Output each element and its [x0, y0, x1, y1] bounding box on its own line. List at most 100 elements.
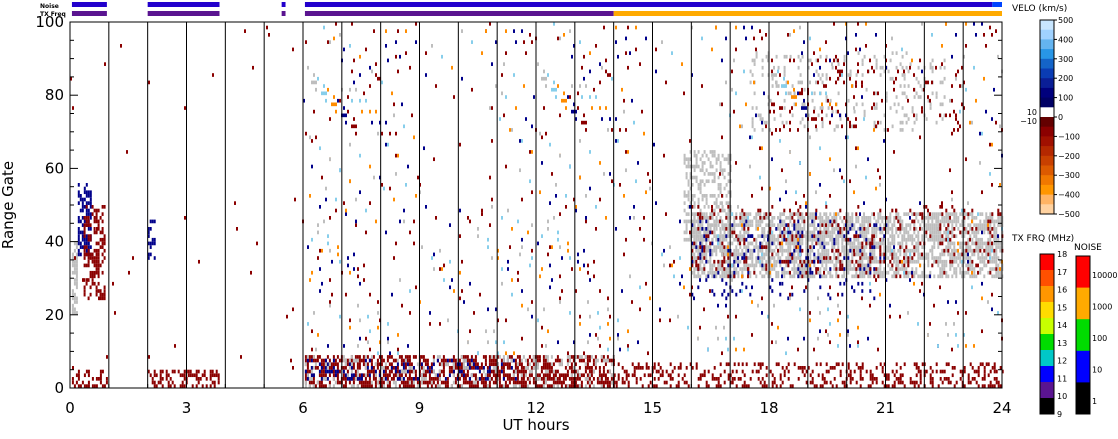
- echo-pixel: [963, 212, 966, 216]
- echo-pixel: [578, 366, 581, 370]
- echo-pixel: [929, 380, 932, 385]
- echo-pixel: [318, 362, 321, 367]
- echo-pixel: [773, 234, 776, 238]
- echo-pixel: [741, 248, 744, 253]
- echo-pixel: [430, 380, 433, 385]
- echo-pixel: [881, 259, 884, 264]
- echo-pixel: [93, 263, 96, 268]
- echo-pixel: [554, 377, 557, 381]
- echo-pixel: [508, 366, 511, 370]
- echo-pixel: [769, 109, 771, 114]
- echo-pixel: [909, 227, 912, 231]
- echo-pixel: [415, 22, 417, 26]
- echo-pixel: [386, 380, 389, 385]
- echo-pixel: [781, 234, 784, 238]
- echo-pixel: [983, 219, 986, 224]
- echo-pixel: [486, 384, 489, 388]
- echo-pixel: [959, 252, 962, 257]
- echo-pixel: [963, 223, 966, 227]
- echo-pixel: [713, 259, 716, 264]
- echo-pixel: [396, 369, 399, 374]
- echo-pixel: [588, 358, 591, 363]
- echo-pixel: [103, 205, 106, 209]
- echo-pixel: [879, 259, 882, 264]
- echo-pixel: [79, 197, 82, 202]
- echo-pixel: [669, 373, 672, 378]
- echo-pixel: [877, 91, 879, 96]
- echo-pixel: [586, 377, 589, 381]
- echo-pixel: [311, 329, 313, 334]
- echo-pixel: [893, 234, 896, 238]
- echo-pixel: [867, 256, 870, 260]
- echo-pixel: [859, 241, 862, 246]
- echo-pixel: [945, 113, 947, 118]
- echo-pixel: [733, 227, 736, 231]
- echo-pixel: [685, 219, 688, 224]
- echo-pixel: [973, 267, 976, 271]
- echo-pixel: [761, 248, 764, 253]
- echo-pixel: [937, 259, 940, 264]
- echo-pixel: [917, 259, 920, 264]
- echo-pixel: [841, 237, 844, 242]
- echo-pixel: [793, 263, 796, 268]
- echo-pixel: [556, 377, 559, 381]
- echo-pixel: [829, 340, 831, 345]
- echo-pixel: [757, 113, 760, 118]
- echo-pixel: [897, 69, 899, 74]
- echo-pixel: [979, 227, 982, 231]
- echo-pixel: [584, 369, 587, 374]
- echo-pixel: [865, 252, 868, 257]
- echo-pixel: [997, 256, 1000, 260]
- echo-pixel: [823, 267, 826, 271]
- echo-pixel: [711, 194, 714, 198]
- echo-pixel: [891, 208, 894, 213]
- echo-pixel: [570, 384, 573, 388]
- echo-pixel: [687, 190, 690, 195]
- echo-pixel: [428, 366, 431, 370]
- echo-pixel: [336, 362, 339, 367]
- echo-pixel: [502, 355, 505, 359]
- echo-pixel: [195, 377, 198, 381]
- echo-pixel: [983, 227, 986, 231]
- echo-pixel: [459, 296, 461, 301]
- echo-pixel: [691, 223, 694, 227]
- echo-pixel: [588, 384, 591, 388]
- echo-pixel: [879, 237, 882, 242]
- echo-pixel: [813, 51, 815, 55]
- echo-pixel: [627, 65, 629, 70]
- echo-pixel: [715, 270, 718, 275]
- echo-pixel: [775, 84, 778, 88]
- echo-pixel: [887, 373, 890, 378]
- echo-pixel: [847, 263, 850, 268]
- echo-pixel: [723, 380, 726, 385]
- echo-pixel: [610, 377, 613, 381]
- echo-pixel: [759, 212, 762, 216]
- echo-pixel: [735, 47, 737, 52]
- echo-pixel: [147, 234, 150, 238]
- echo-pixel: [753, 245, 756, 249]
- echo-pixel: [755, 237, 758, 242]
- echo-pixel: [927, 237, 930, 242]
- echo-pixel: [731, 369, 734, 374]
- echo-pixel: [560, 373, 563, 378]
- echo-pixel: [522, 380, 525, 385]
- echo-pixel: [959, 377, 962, 381]
- echo-pixel: [607, 296, 609, 301]
- echo-pixel: [817, 113, 820, 118]
- echo-pixel: [512, 384, 515, 388]
- echo-pixel: [554, 358, 557, 363]
- echo-pixel: [915, 373, 918, 378]
- echo-pixel: [771, 216, 774, 220]
- echo-pixel: [550, 355, 553, 359]
- echo-pixel: [983, 248, 986, 253]
- echo-pixel: [773, 216, 776, 220]
- echo-pixel: [829, 120, 831, 125]
- echo-pixel: [897, 377, 900, 381]
- echo-pixel: [343, 201, 345, 205]
- echo-pixel: [753, 248, 756, 253]
- echo-pixel: [871, 237, 874, 242]
- echo-pixel: [863, 252, 866, 257]
- echo-pixel: [975, 227, 978, 231]
- echo-pixel: [835, 384, 838, 388]
- echo-pixel: [91, 252, 94, 257]
